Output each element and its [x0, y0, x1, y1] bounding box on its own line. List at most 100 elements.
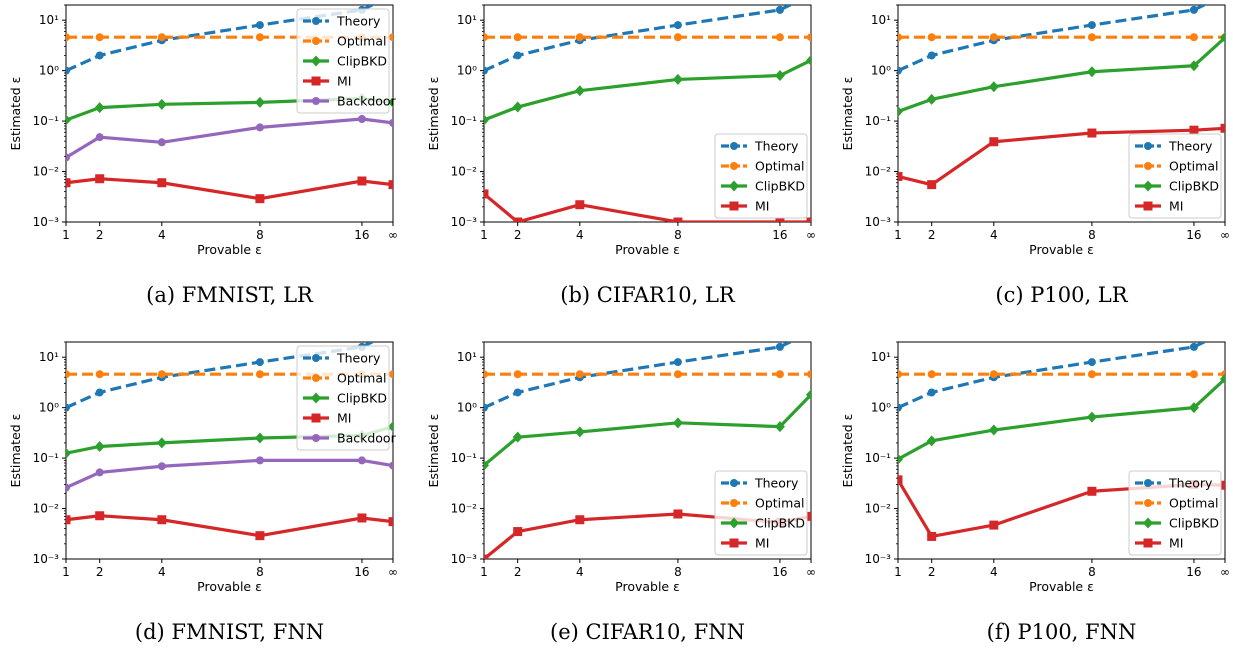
y-tick-label: 10¹ — [39, 350, 59, 364]
data-point — [898, 105, 903, 117]
x-tick-label: 8 — [256, 228, 264, 242]
y-tick-label: 10⁻¹ — [451, 451, 478, 465]
chart-svg: 10⁻³ 10⁻² 10⁻¹ 10⁰ 10¹ 1 2 4 8 16 ∞ Provable ε Estim… — [426, 4, 816, 257]
legend-label: MI — [755, 536, 769, 551]
legend-marker — [1143, 538, 1153, 548]
data-point — [988, 424, 999, 436]
legend-label: Theory — [754, 476, 799, 491]
plot-area — [484, 342, 811, 559]
series-line — [484, 5, 794, 73]
data-point — [898, 403, 902, 412]
data-point — [513, 370, 522, 379]
data-point — [927, 388, 936, 397]
chart-svg: 10⁻³ 10⁻² 10⁻¹ 10⁰ 10¹ 1 2 4 8 16 ∞ Provable ε Estim… — [426, 341, 816, 594]
legend: Theory Optimal ClipBKD MI — [714, 133, 808, 219]
data-point — [574, 426, 585, 438]
data-point — [484, 114, 489, 126]
y-tick-label: 10⁻¹ — [865, 451, 892, 465]
series-optimal — [66, 33, 393, 42]
data-point — [774, 70, 785, 82]
data-point — [1189, 33, 1198, 42]
x-tick-label: 1 — [894, 228, 902, 242]
legend: Theory Optimal ClipBKD MI Backdoor — [296, 8, 397, 114]
data-point — [357, 456, 366, 465]
legend-marker — [1143, 201, 1153, 211]
series-line — [898, 5, 1208, 73]
legend-label: MI — [337, 411, 351, 426]
data-point — [66, 66, 70, 75]
data-point — [389, 33, 393, 42]
series-theory — [484, 342, 794, 412]
x-tick-label: 4 — [990, 565, 998, 579]
series-optimal — [484, 370, 811, 379]
data-point — [513, 33, 522, 42]
data-point — [255, 194, 265, 204]
series-clipbkd — [484, 389, 811, 471]
legend-label: ClipBKD — [1169, 516, 1219, 531]
y-axis-label: Estimated ε — [840, 414, 855, 488]
chart-panel: 10⁻³ 10⁻² 10⁻¹ 10⁰ 10¹ 1 2 4 8 16 ∞ Provable ε Estim… — [832, 337, 1232, 611]
x-tick-label: ∞ — [388, 228, 398, 242]
series-line — [898, 377, 1225, 461]
data-point — [926, 435, 937, 447]
y-tick-label: 10⁻¹ — [451, 114, 478, 128]
legend-label: ClipBKD — [1169, 179, 1219, 194]
x-tick-label: 1 — [480, 228, 488, 242]
data-point — [388, 517, 393, 527]
chart-svg: 10⁻³ 10⁻² 10⁻¹ 10⁰ 10¹ 1 2 4 8 16 ∞ Provable ε Estim… — [8, 4, 398, 257]
data-point — [512, 431, 523, 443]
data-point — [66, 403, 70, 412]
data-point — [388, 180, 393, 190]
y-tick-label: 10⁻² — [451, 165, 478, 179]
legend-marker — [1144, 162, 1152, 170]
subfigure-caption: (a) FMNIST, LR — [146, 283, 313, 307]
data-point — [1087, 33, 1096, 42]
data-point — [95, 468, 104, 477]
data-point — [807, 370, 811, 379]
y-tick-label: 10⁻¹ — [865, 114, 892, 128]
legend-label: MI — [755, 199, 769, 214]
data-point — [574, 85, 585, 97]
x-tick-label: 16 — [354, 565, 369, 579]
data-point — [774, 421, 785, 433]
series-theory — [898, 342, 1208, 412]
legend-label: MI — [337, 74, 351, 89]
legend-marker — [730, 479, 738, 487]
series-mi — [66, 174, 393, 204]
y-tick-label: 10⁻³ — [451, 552, 478, 566]
data-point — [806, 217, 811, 222]
x-tick-label: 2 — [928, 228, 936, 242]
x-tick-label: 1 — [62, 228, 70, 242]
y-tick-label: 10⁻³ — [33, 215, 60, 229]
data-point — [1188, 402, 1199, 414]
data-point — [95, 511, 105, 521]
data-point — [156, 98, 167, 110]
chart-panel: 10⁻³ 10⁻² 10⁻¹ 10⁰ 10¹ 1 2 4 8 16 ∞ Provable ε Estim… — [832, 0, 1232, 274]
data-point — [1220, 480, 1225, 490]
data-point — [1087, 370, 1096, 379]
data-point — [66, 515, 71, 525]
legend-marker — [1143, 517, 1153, 529]
legend: Theory Optimal ClipBKD MI Backdoor — [296, 345, 397, 451]
data-point — [989, 137, 999, 147]
data-point — [989, 520, 999, 530]
data-point — [1189, 5, 1198, 14]
data-point — [989, 370, 998, 379]
y-axis-label: Estimated ε — [8, 414, 23, 488]
series-mi — [484, 189, 811, 222]
legend-label: MI — [1169, 199, 1183, 214]
legend-label: Optimal — [755, 159, 804, 174]
data-point — [898, 453, 903, 465]
y-tick-label: 10⁻² — [33, 502, 60, 516]
y-tick-label: 10⁻² — [451, 502, 478, 516]
x-tick-label: 2 — [514, 565, 522, 579]
legend-label: Optimal — [337, 34, 386, 49]
series-line — [484, 342, 794, 410]
data-point — [1087, 358, 1096, 367]
plot-area — [898, 5, 1225, 190]
data-point — [388, 96, 393, 108]
series-line — [66, 117, 393, 159]
data-point — [484, 189, 489, 199]
data-point — [94, 440, 105, 452]
